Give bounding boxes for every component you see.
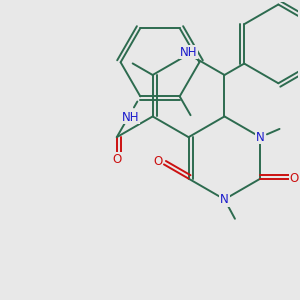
Text: N: N xyxy=(220,193,229,206)
Text: N: N xyxy=(256,131,265,144)
Text: NH: NH xyxy=(122,111,140,124)
Text: O: O xyxy=(112,153,122,166)
Text: O: O xyxy=(289,172,298,185)
Text: O: O xyxy=(153,155,163,168)
Text: NH: NH xyxy=(180,46,197,59)
